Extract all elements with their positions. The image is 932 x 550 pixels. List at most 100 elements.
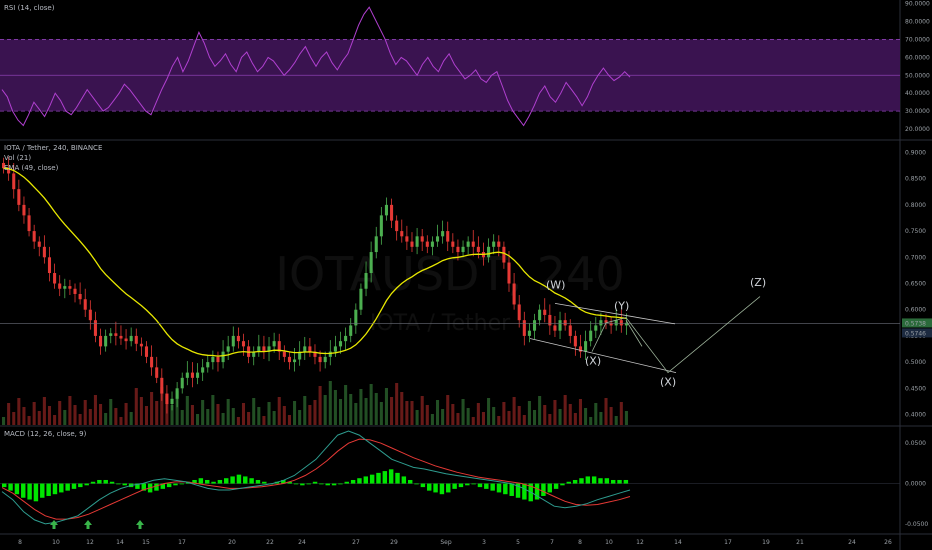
candle [466,241,470,247]
macd-hist-bar [243,476,248,484]
candle [614,320,618,326]
volume-bar [58,401,62,425]
volume-bar [73,405,77,425]
volume-bar [134,388,138,425]
candle [609,322,613,326]
channel-lower [529,338,677,373]
volume-bar [441,409,445,425]
volume-bar [527,401,531,425]
volume-bar [589,417,593,425]
candle [512,283,516,305]
candle [563,320,567,326]
macd-hist-bar [14,483,20,495]
macd-axis-label: 0.0500 [905,440,926,447]
vol-label: Vol (21) [4,154,31,162]
volume-bar [584,408,588,425]
macd-hist-bar [604,478,610,484]
volume-bar [604,398,608,425]
volume-bar [287,415,291,425]
volume-bar [175,391,179,425]
x-axis-label: 7 [550,539,554,546]
candle [471,241,475,247]
volume-bar [22,407,26,425]
volume-bar [594,403,598,425]
candle [354,309,358,326]
price-axis-label: 0.9000 [905,149,926,156]
macd-hist-bar [414,483,419,485]
macd-hist-bar [306,483,311,485]
rsi-label: RSI (14, close) [4,4,55,12]
last-price-badge-2 [902,328,932,338]
candle [42,246,46,258]
candle [308,346,312,352]
candle [543,309,547,315]
volume-bar [303,396,307,425]
candle [487,246,491,258]
x-axis-label: 27 [352,539,360,546]
candle [109,333,113,336]
price-axis-label: 0.6000 [905,307,926,314]
volume-bar [563,395,567,425]
candle [323,356,327,363]
macd-hist-bar [477,483,483,488]
x-axis-label: 20 [228,539,236,546]
candle [384,204,388,216]
volume-bar [476,403,480,425]
volume-bar [129,412,133,425]
volume-bar [196,414,200,425]
macd-hist-bar [376,472,381,484]
x-axis-label: 3 [482,539,486,546]
volume-bar [185,396,189,425]
macd-hist-bar [401,476,407,484]
volume-bar [272,411,276,425]
volume-bar [538,396,542,425]
price-axis-label: 0.4500 [905,385,926,392]
macd-hist-bar [331,483,337,486]
x-axis-label: 19 [762,539,770,546]
volume-bar [512,397,516,425]
volume-bar [461,399,465,425]
macd-hist-bar [116,483,121,485]
volume-bar [160,387,164,425]
candle [58,283,62,289]
candle [201,367,205,373]
macd-hist-bar [2,483,7,488]
volume-bar [364,398,368,425]
candle [206,362,210,368]
candle [257,346,261,352]
volume-bar [543,405,547,425]
candle [231,335,235,347]
x-axis-label: 8 [18,539,22,546]
volume-bar [78,414,82,425]
volume-bar [359,389,363,425]
x-axis-label: 24 [298,539,306,546]
macd-hist-bar [217,479,223,484]
candle [548,314,552,326]
candle [420,236,424,242]
candle [185,372,189,378]
volume-bar [190,405,194,425]
volume-bar [400,392,404,425]
macd-hist-bar [230,476,235,484]
wave-label: (X) [585,355,601,368]
candle [532,320,537,331]
candle [338,341,343,347]
buy-arrow-icon [50,520,58,529]
macd-hist-bar [103,479,108,484]
candle [568,325,572,336]
macd-hist-bar [8,483,13,491]
macd-hist-bar [46,483,51,496]
macd-hist-bar [446,483,451,493]
macd-hist-bar [255,479,261,484]
macd-hist-bar [439,483,445,495]
volume-bar [435,400,440,425]
macd-hist-bar [173,483,178,486]
volume-bar [410,401,414,425]
x-axis-label: 21 [796,539,804,546]
candle [415,236,419,247]
rsi-axis-label: 50.0000 [905,72,930,79]
macd-hist-bar [598,478,603,484]
volume-bar [471,417,475,425]
candle [241,341,246,347]
